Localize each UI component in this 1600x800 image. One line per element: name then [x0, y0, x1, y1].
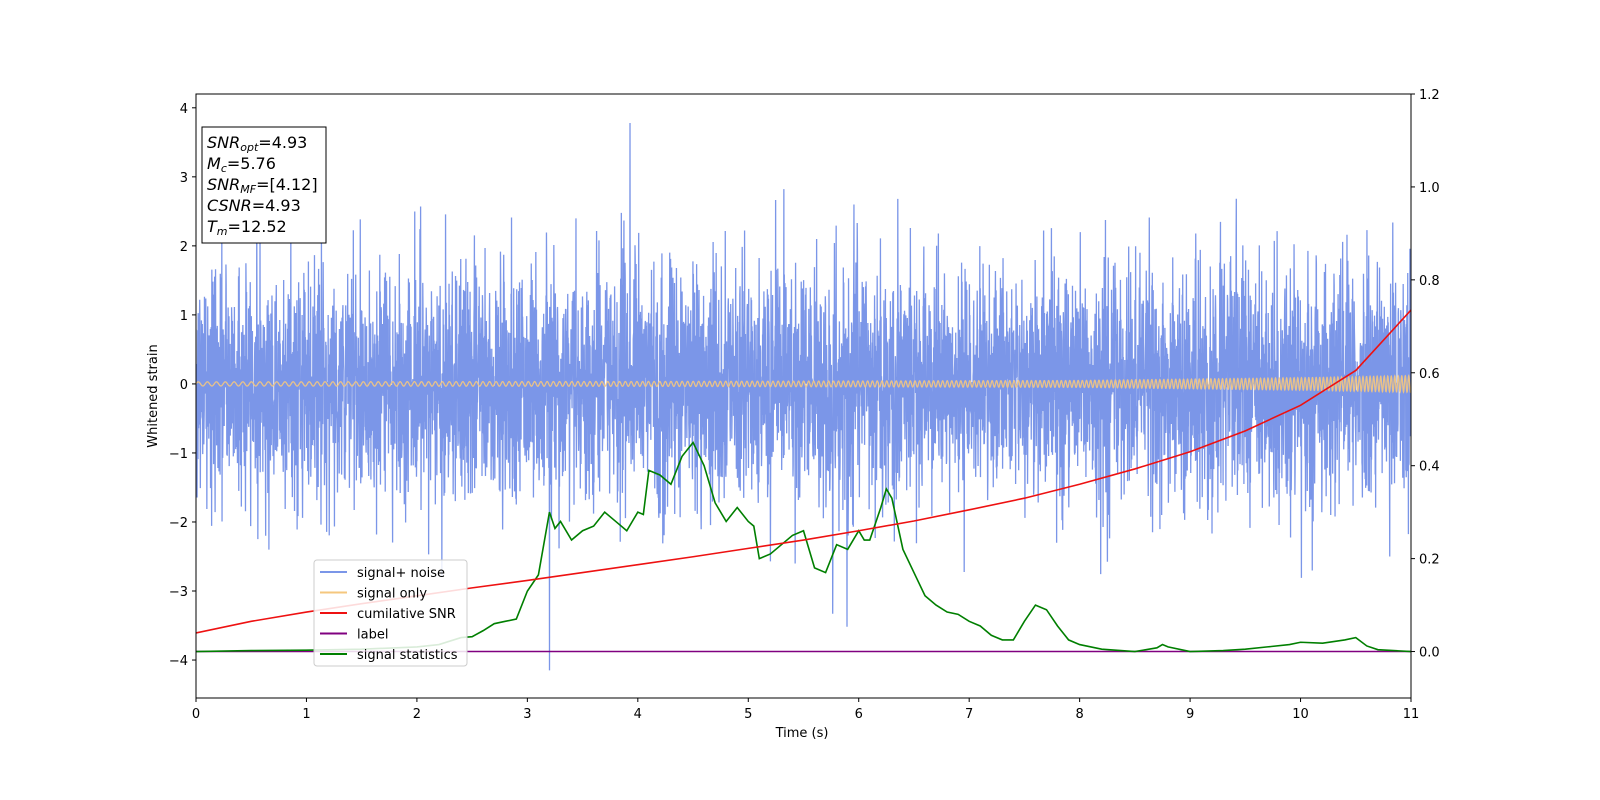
x-tick-label: 10: [1292, 707, 1309, 722]
series-signal-statistics-line: [196, 440, 1411, 653]
y-tick-label: −1: [169, 447, 188, 462]
plot-area-frame: [195, 93, 1412, 699]
series-signal-only-line: [196, 373, 1411, 394]
x-tick-label: 6: [855, 707, 863, 722]
y2-tick-label: 0.0: [1419, 646, 1440, 661]
y-tick-label: 1: [180, 309, 188, 324]
y2-tick-label: 0.4: [1419, 460, 1440, 475]
y2-tick-label: 0.8: [1419, 274, 1440, 289]
legend-label: cumilative SNR: [357, 607, 456, 622]
y-tick-label: 4: [180, 102, 188, 117]
series-signal-noise-line: [196, 122, 1411, 671]
y-tick-label: −4: [169, 654, 188, 669]
legend-label: label: [357, 628, 388, 643]
y2-tick-label: 1.0: [1419, 181, 1440, 196]
legend-label: signal only: [357, 587, 427, 602]
info-box-line: CSNR=4.93: [207, 196, 301, 215]
y2-tick-label: 0.2: [1419, 553, 1440, 568]
axes-layer: 0 1 2 3 4 5 6 7 8 9 10 1143210−1−2−3−41.21.00.80.60…: [169, 88, 1440, 722]
info-box-line: Tm=12.52: [207, 217, 287, 238]
y2-tick-label: 0.6: [1419, 367, 1440, 382]
x-tick-label: 2: [413, 707, 421, 722]
legend-label: signal+ noise: [357, 566, 445, 581]
x-tick-label: 0: [192, 707, 200, 722]
info-box-line: SNRMF=[4.12]: [207, 175, 318, 196]
y-tick-label: 3: [180, 171, 188, 186]
x-tick-label: 11: [1403, 707, 1420, 722]
x-tick-label: 7: [965, 707, 973, 722]
x-tick-label: 1: [302, 707, 310, 722]
x-axis-title: Time (s): [775, 726, 829, 741]
x-tick-label: 8: [1075, 707, 1083, 722]
info-box-line: Mc=5.76: [207, 154, 276, 175]
legend-label: signal statistics: [357, 648, 458, 663]
y-tick-label: −2: [169, 516, 188, 531]
y-tick-label: 0: [180, 378, 188, 393]
info-box-line: SNRopt=4.93: [207, 133, 307, 154]
legend-items: signal+ noise signal only cumilative SNR la…: [320, 566, 458, 663]
y2-tick-label: 1.2: [1419, 88, 1440, 103]
y-axis-title: Whitened strain: [146, 344, 161, 447]
legend: signal+ noise signal only cumilative SNR la…: [313, 559, 468, 667]
x-tick-label: 5: [744, 707, 752, 722]
legend-frame: [313, 559, 468, 667]
x-tick-label: 3: [523, 707, 531, 722]
x-tick-label: 9: [1186, 707, 1194, 722]
info-box-frame: [201, 126, 327, 244]
y-tick-label: −3: [169, 585, 188, 600]
y-tick-label: 2: [180, 240, 188, 255]
x-tick-label: 4: [634, 707, 642, 722]
